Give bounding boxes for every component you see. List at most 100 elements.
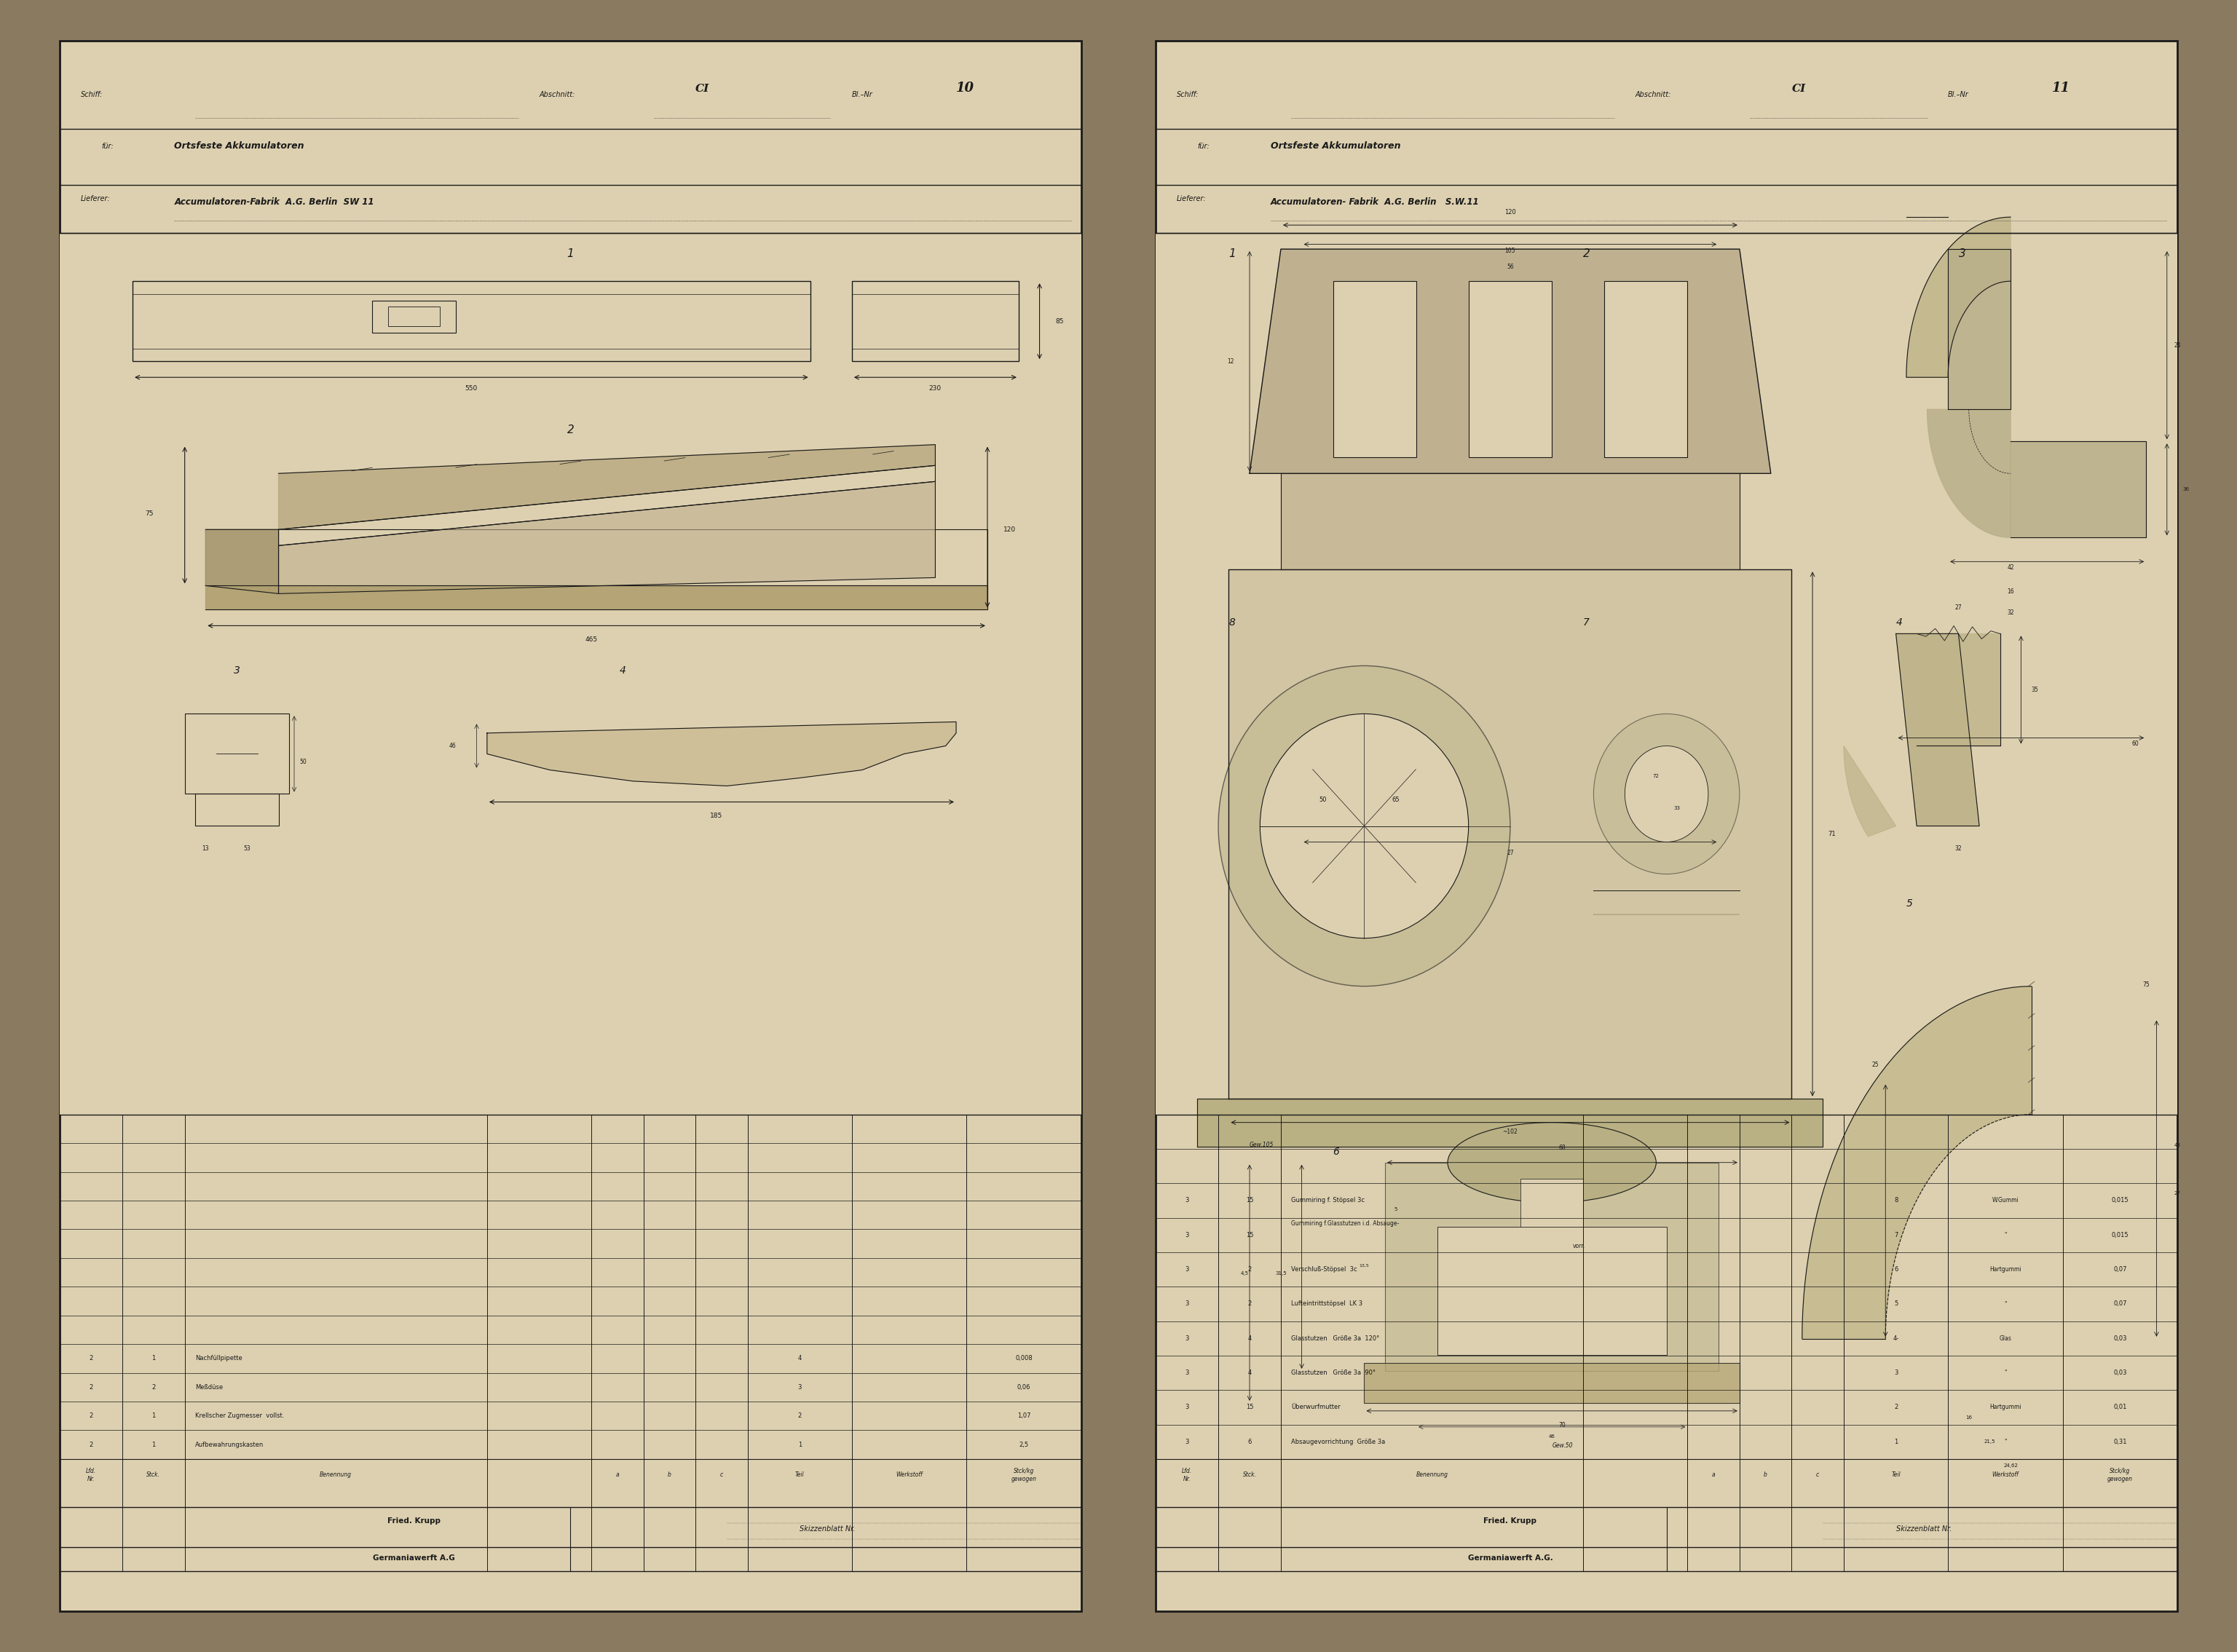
Bar (60, 233, 1080, 1115)
Bar (1436, 1226, 1667, 1355)
Text: 6: 6 (1895, 1265, 1897, 1272)
Text: 60: 60 (2132, 740, 2139, 747)
Text: 1: 1 (1228, 248, 1235, 259)
Text: 3: 3 (1186, 1370, 1190, 1376)
Text: für:: für: (1197, 142, 1210, 150)
Text: 0,015: 0,015 (2112, 1232, 2130, 1239)
Text: 0,03: 0,03 (2114, 1335, 2127, 1341)
Text: 75: 75 (2143, 981, 2150, 988)
Bar (1365, 1363, 1740, 1403)
Text: für:: für: (101, 142, 114, 150)
Text: 27: 27 (2174, 1191, 2181, 1196)
Polygon shape (1228, 570, 1792, 1099)
Text: 13: 13 (201, 844, 208, 851)
Text: 0,03: 0,03 (2114, 1370, 2127, 1376)
Text: 33: 33 (1673, 806, 1680, 811)
Text: b: b (667, 1472, 671, 1479)
Text: Gew.105: Gew.105 (1250, 1142, 1273, 1148)
Text: Stck.: Stck. (1244, 1472, 1257, 1479)
Text: 15: 15 (1246, 1198, 1253, 1204)
Text: a: a (1711, 1472, 1716, 1479)
Bar (206, 530, 987, 585)
Text: 3: 3 (233, 666, 239, 676)
Text: Abschnitt:: Abschnitt: (539, 91, 575, 99)
Polygon shape (1948, 249, 2011, 410)
Text: vorr.: vorr. (1573, 1242, 1586, 1249)
Text: 2,5: 2,5 (1020, 1441, 1029, 1447)
Text: Abschnitt:: Abschnitt: (1635, 91, 1671, 99)
Text: 27: 27 (1508, 849, 1514, 856)
Text: b: b (1763, 1472, 1767, 1479)
Text: Hartgummi: Hartgummi (1989, 1265, 2022, 1272)
Text: 4-: 4- (1893, 1335, 1899, 1341)
Text: 1,07: 1,07 (1018, 1412, 1031, 1419)
Polygon shape (1197, 1099, 1823, 1146)
Ellipse shape (1259, 714, 1467, 938)
Text: 2: 2 (89, 1355, 92, 1361)
Text: Ortsfeste Akkumulatoren: Ortsfeste Akkumulatoren (174, 140, 304, 150)
Text: Germaniawerft A.G.: Germaniawerft A.G. (1467, 1555, 1552, 1561)
Text: Benennung: Benennung (320, 1472, 351, 1479)
Polygon shape (1928, 410, 2011, 537)
Text: 10: 10 (955, 83, 975, 96)
Polygon shape (1897, 634, 1980, 826)
Text: Benennung: Benennung (1416, 1472, 1447, 1479)
Polygon shape (1803, 986, 2031, 1338)
Text: Bl.–Nr: Bl.–Nr (852, 91, 872, 99)
Text: Lieferer:: Lieferer: (1177, 195, 1206, 203)
Text: 105: 105 (1506, 248, 1514, 254)
Text: Glas: Glas (2000, 1335, 2011, 1341)
Text: 32: 32 (1955, 844, 1962, 851)
Bar (1385, 1163, 1718, 1371)
Bar (186, 714, 289, 795)
Text: Bl.–Nr: Bl.–Nr (1948, 91, 1969, 99)
Text: 50: 50 (300, 758, 306, 765)
Text: 0,07: 0,07 (2114, 1300, 2127, 1307)
Polygon shape (1917, 634, 2000, 745)
Text: 4: 4 (620, 666, 626, 676)
Text: Skizzenblatt Nr.: Skizzenblatt Nr. (801, 1525, 855, 1533)
Text: 1: 1 (799, 1441, 801, 1447)
Text: Gew.50: Gew.50 (1552, 1442, 1573, 1449)
Ellipse shape (1447, 1122, 1655, 1203)
Text: 3: 3 (1186, 1300, 1190, 1307)
Text: 120: 120 (1506, 208, 1517, 215)
Text: c: c (1816, 1472, 1819, 1479)
Text: 230: 230 (928, 385, 942, 392)
Text: 3: 3 (1186, 1335, 1190, 1341)
Bar (1157, 233, 2177, 1115)
Text: 4: 4 (1248, 1335, 1250, 1341)
Text: 75: 75 (145, 510, 154, 517)
Text: Skizzenblatt Nr.: Skizzenblatt Nr. (1897, 1525, 1951, 1533)
Text: 3: 3 (1895, 1370, 1897, 1376)
Text: 185: 185 (709, 813, 723, 819)
Text: 16: 16 (1966, 1416, 1973, 1419)
Text: a: a (615, 1472, 620, 1479)
Text: 0,008: 0,008 (1016, 1355, 1033, 1361)
Text: Schiff:: Schiff: (1177, 91, 1199, 99)
Text: 8: 8 (1895, 1198, 1897, 1204)
Text: Gummiring f. Stöpsel 3c: Gummiring f. Stöpsel 3c (1291, 1198, 1365, 1204)
Text: Germaniawerft A.G: Germaniawerft A.G (374, 1555, 454, 1561)
Bar (387, 307, 441, 325)
Text: 4: 4 (1248, 1370, 1250, 1376)
Text: 1: 1 (1895, 1439, 1897, 1446)
Text: 46: 46 (1548, 1434, 1555, 1439)
Text: 46: 46 (450, 743, 456, 748)
Bar (195, 795, 280, 826)
Text: Hartgummi: Hartgummi (1989, 1404, 2022, 1411)
Polygon shape (1250, 249, 1772, 474)
Bar (1521, 1178, 1584, 1226)
Text: 85: 85 (1056, 317, 1063, 324)
Text: 50: 50 (1320, 796, 1327, 803)
Text: Ortsfeste Akkumulatoren: Ortsfeste Akkumulatoren (1271, 140, 1400, 150)
Text: Accumulatoren- Fabrik  A.G. Berlin   S.W.11: Accumulatoren- Fabrik A.G. Berlin S.W.11 (1271, 197, 1479, 206)
Text: Absaugevorrichtung  Größe 3a: Absaugevorrichtung Größe 3a (1291, 1439, 1385, 1446)
Polygon shape (488, 722, 955, 786)
Bar (852, 281, 1018, 362)
Text: 3: 3 (1957, 248, 1966, 259)
Text: 5: 5 (1895, 1300, 1897, 1307)
Text: Stck.: Stck. (148, 1472, 161, 1479)
Polygon shape (2011, 441, 2145, 537)
Text: 0,31: 0,31 (2114, 1439, 2127, 1446)
